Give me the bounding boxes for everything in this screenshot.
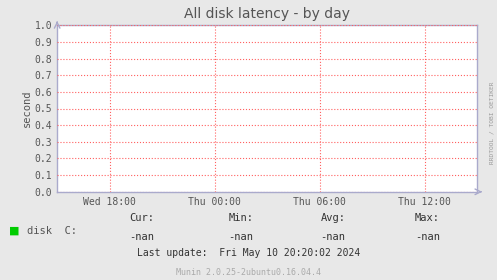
Text: Munin 2.0.25-2ubuntu0.16.04.4: Munin 2.0.25-2ubuntu0.16.04.4 bbox=[176, 268, 321, 277]
Text: -nan: -nan bbox=[129, 232, 154, 242]
Text: -nan: -nan bbox=[415, 232, 440, 242]
Y-axis label: second: second bbox=[22, 90, 32, 127]
Text: Last update:  Fri May 10 20:20:02 2024: Last update: Fri May 10 20:20:02 2024 bbox=[137, 248, 360, 258]
Text: Cur:: Cur: bbox=[129, 213, 154, 223]
Text: Min:: Min: bbox=[229, 213, 253, 223]
Text: ■: ■ bbox=[9, 226, 19, 236]
Text: -nan: -nan bbox=[229, 232, 253, 242]
Text: -nan: -nan bbox=[321, 232, 345, 242]
Text: Avg:: Avg: bbox=[321, 213, 345, 223]
Title: All disk latency - by day: All disk latency - by day bbox=[184, 7, 350, 21]
Text: RRDTOOL / TOBI OETIKER: RRDTOOL / TOBI OETIKER bbox=[490, 82, 495, 164]
Text: Max:: Max: bbox=[415, 213, 440, 223]
Text: disk  C:: disk C: bbox=[27, 226, 78, 236]
